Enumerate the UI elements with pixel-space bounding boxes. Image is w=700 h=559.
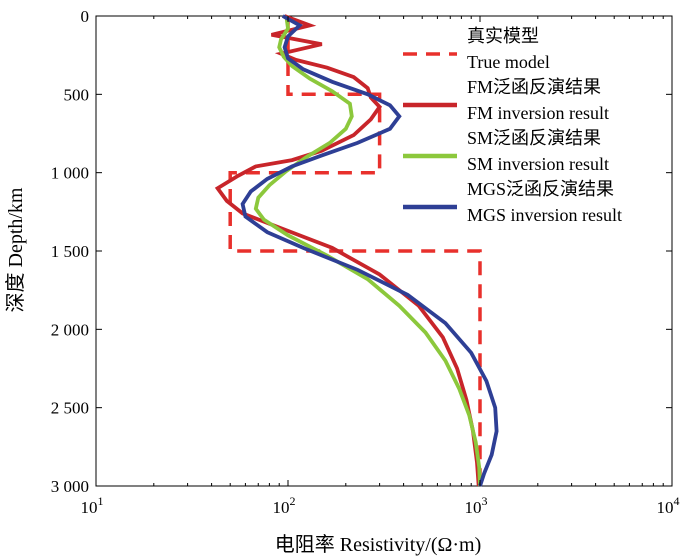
x-tick-base: 10 (273, 498, 290, 517)
legend-item: 真实模型 True model (403, 26, 550, 72)
x-tick-exponent: 1 (98, 494, 104, 508)
x-tick-exponent: 2 (290, 494, 296, 508)
series-line-sm-inversion-result (253, 15, 482, 487)
x-tick-base: 10 (81, 498, 98, 517)
axis-ticks (95, 15, 673, 487)
y-tick-label: 3 000 (51, 477, 89, 496)
x-tick-label: 104 (657, 494, 680, 517)
series-line-mgs-inversion-result (240, 14, 499, 487)
legend: 真实模型 True model FM泛函反演结果 FM inversion resul… (403, 26, 622, 225)
legend-label-cn: MGS泛函反演结果 (467, 179, 614, 199)
legend-label-cn: FM泛函反演结果 (467, 77, 601, 97)
legend-item: SM泛函反演结果 SM inversion result (403, 128, 609, 174)
x-tick-exponent: 3 (482, 494, 488, 508)
x-tick-labels: 101 102 103 104 (81, 494, 680, 517)
series-line-fm-inversion-result (214, 14, 481, 487)
y-tick-label: 0 (81, 7, 90, 26)
y-tick-label: 2 000 (51, 320, 89, 339)
legend-item: FM泛函反演结果 FM inversion result (403, 77, 609, 123)
legend-item: MGS泛函反演结果 MGS inversion result (403, 179, 622, 225)
y-tick-label: 500 (64, 85, 90, 104)
x-tick-label: 103 (465, 494, 488, 517)
y-axis-title: 深度 Depth/km (4, 187, 27, 312)
x-tick-base: 10 (465, 498, 482, 517)
series-line-true-model (228, 16, 482, 486)
x-tick-label: 102 (273, 494, 296, 517)
y-tick-label: 2 500 (51, 399, 89, 418)
plot-area (95, 14, 673, 487)
y-tick-label: 1 000 (51, 164, 89, 183)
legend-label-en: FM inversion result (467, 103, 609, 123)
x-tick-base: 10 (657, 498, 674, 517)
legend-label-cn: SM泛函反演结果 (467, 128, 601, 148)
legend-label-cn: 真实模型 (467, 26, 539, 46)
legend-label-en: SM inversion result (467, 154, 609, 174)
x-axis-title: 电阻率 Resistivity/(Ω·m) (275, 533, 482, 556)
y-tick-labels: 0 500 1 000 1 500 2 000 2 500 3 000 (51, 7, 89, 496)
x-tick-exponent: 4 (674, 494, 680, 508)
x-tick-label: 101 (81, 494, 104, 517)
legend-label-en: MGS inversion result (467, 205, 622, 225)
legend-label-en: True model (467, 52, 550, 72)
y-tick-label: 1 500 (51, 242, 89, 261)
